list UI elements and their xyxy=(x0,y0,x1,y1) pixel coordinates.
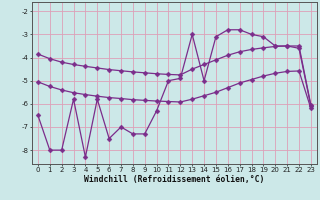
X-axis label: Windchill (Refroidissement éolien,°C): Windchill (Refroidissement éolien,°C) xyxy=(84,175,265,184)
